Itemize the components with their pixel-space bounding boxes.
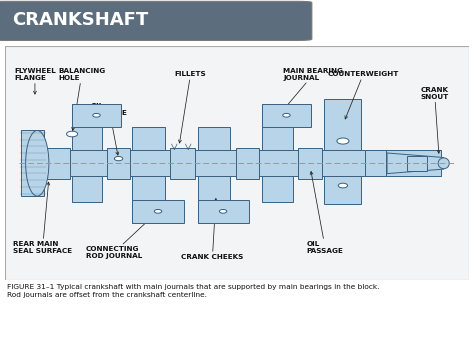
- Polygon shape: [262, 104, 293, 151]
- Text: REAR MAIN
SEAL SURFACE: REAR MAIN SEAL SURFACE: [13, 182, 72, 254]
- Ellipse shape: [93, 113, 100, 117]
- Text: Copyright © 2011, 2009, 2005, 2001, 1997 Pearson Education, Inc.
Upper Saddle Ri: Copyright © 2011, 2009, 2005, 2001, 1997…: [270, 324, 468, 336]
- Ellipse shape: [338, 183, 347, 188]
- Polygon shape: [198, 127, 230, 151]
- Bar: [23, 151, 441, 176]
- Text: MAIN BEARING
JOURNAL: MAIN BEARING JOURNAL: [281, 68, 344, 113]
- Bar: [21, 131, 44, 196]
- Polygon shape: [198, 176, 230, 223]
- Text: CONNECTING
ROD JOURNAL: CONNECTING ROD JOURNAL: [86, 214, 155, 259]
- Text: CRANK
SNOUT: CRANK SNOUT: [420, 87, 449, 153]
- Text: BALANCING
HOLE: BALANCING HOLE: [58, 68, 105, 130]
- Text: FIGURE 31–1 Typical crankshaft with main journals that are supported by main bea: FIGURE 31–1 Typical crankshaft with main…: [7, 284, 380, 299]
- Polygon shape: [72, 176, 102, 202]
- Polygon shape: [262, 176, 293, 202]
- Polygon shape: [387, 153, 444, 174]
- FancyBboxPatch shape: [0, 1, 312, 40]
- Ellipse shape: [337, 138, 349, 144]
- FancyBboxPatch shape: [5, 46, 469, 280]
- Ellipse shape: [438, 158, 449, 169]
- Polygon shape: [132, 176, 165, 223]
- Polygon shape: [132, 127, 165, 151]
- Text: CRANKSHAFT: CRANKSHAFT: [12, 11, 148, 29]
- Bar: [46, 148, 70, 179]
- Bar: [236, 148, 259, 179]
- Ellipse shape: [66, 131, 78, 137]
- Ellipse shape: [26, 131, 49, 196]
- Bar: [365, 151, 386, 176]
- Text: COUNTERWEIGHT: COUNTERWEIGHT: [328, 71, 399, 119]
- Polygon shape: [324, 176, 362, 204]
- Bar: [107, 148, 130, 179]
- Text: FILLETS: FILLETS: [175, 71, 206, 143]
- Bar: [170, 148, 195, 179]
- Text: CRANK CHEEKS: CRANK CHEEKS: [181, 198, 244, 260]
- Bar: [132, 200, 183, 223]
- Bar: [407, 155, 428, 171]
- Ellipse shape: [114, 157, 123, 161]
- Text: FLYWHEEL
FLANGE: FLYWHEEL FLANGE: [14, 68, 56, 94]
- Bar: [262, 104, 311, 127]
- Bar: [72, 104, 121, 127]
- Ellipse shape: [219, 209, 227, 213]
- Text: OIL
PASSAGE: OIL PASSAGE: [307, 171, 344, 254]
- Ellipse shape: [283, 113, 290, 117]
- Bar: [198, 200, 248, 223]
- Ellipse shape: [155, 209, 162, 213]
- Bar: [298, 148, 321, 179]
- Polygon shape: [324, 99, 362, 151]
- Polygon shape: [72, 104, 102, 151]
- Text: 5: 5: [235, 327, 239, 333]
- Text: Automotive Engines: Theory and Servicing, 7/e
By James D. Halderman: Automotive Engines: Theory and Servicing…: [6, 324, 145, 336]
- Text: OIL
PASSAGE: OIL PASSAGE: [91, 103, 128, 155]
